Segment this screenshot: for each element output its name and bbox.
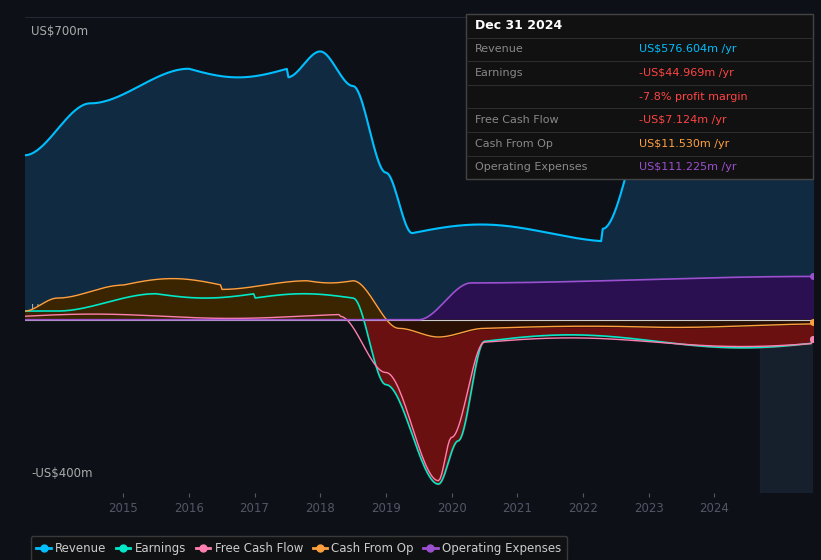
Text: US$111.225m /yr: US$111.225m /yr [639, 162, 736, 172]
Text: Earnings: Earnings [475, 68, 524, 78]
Text: -US$44.969m /yr: -US$44.969m /yr [639, 68, 734, 78]
Text: -US$400m: -US$400m [31, 467, 93, 480]
Text: Free Cash Flow: Free Cash Flow [475, 115, 559, 125]
Text: -7.8% profit margin: -7.8% profit margin [639, 92, 748, 101]
Text: US$0: US$0 [31, 304, 62, 316]
Text: US$576.604m /yr: US$576.604m /yr [639, 44, 736, 54]
Text: US$700m: US$700m [31, 25, 89, 39]
Text: Revenue: Revenue [475, 44, 524, 54]
Bar [760, 17, 813, 493]
Text: -US$7.124m /yr: -US$7.124m /yr [639, 115, 727, 125]
Legend: Revenue, Earnings, Free Cash Flow, Cash From Op, Operating Expenses: Revenue, Earnings, Free Cash Flow, Cash … [30, 536, 567, 560]
Text: Operating Expenses: Operating Expenses [475, 162, 588, 172]
Text: US$11.530m /yr: US$11.530m /yr [639, 139, 729, 149]
Text: Cash From Op: Cash From Op [475, 139, 553, 149]
Text: Dec 31 2024: Dec 31 2024 [475, 19, 562, 32]
